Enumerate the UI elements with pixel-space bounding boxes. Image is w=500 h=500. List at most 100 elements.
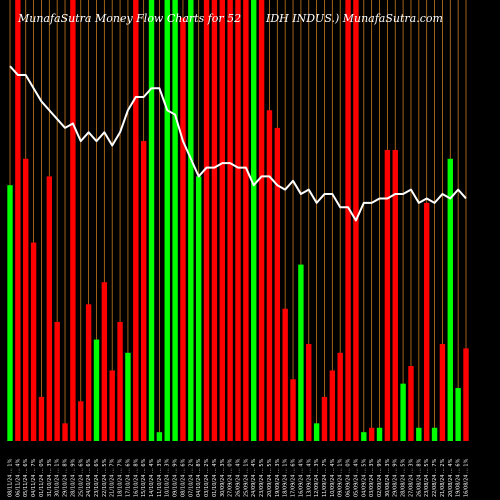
x-tick-label: 24/10/24 ... 6% (86, 458, 92, 497)
chart-title-left: MunafaSutra Money Flow Charts for 52 (18, 12, 242, 25)
x-tick-label: 05/11/24 ... 6% (23, 458, 29, 497)
bar (431, 427, 438, 441)
x-tick-label: 16/08/24 ... 1% (464, 458, 470, 497)
x-tick-label: 03/10/24 ... 2% (204, 458, 210, 497)
bar (290, 379, 296, 441)
x-tick-label: 19/09/24 ... 3% (275, 458, 281, 497)
bar (23, 158, 29, 441)
x-tick-label: 01/10/24 ... 4% (212, 458, 218, 497)
bar (211, 0, 218, 441)
bar (400, 383, 406, 441)
x-tick-label: 01/11/24 ... 0% (39, 458, 45, 497)
x-tick-label: 22/10/24 ... 5% (102, 458, 108, 497)
bar (463, 348, 469, 441)
x-tick-label: 28/08/24 ... 5% (401, 458, 407, 497)
x-tick-label: 21/10/24 ... 7% (110, 458, 116, 497)
bar (133, 0, 139, 441)
x-tick-label: 11/10/24 ... 3% (157, 458, 163, 497)
x-tick-label: 26/08/24 ... 8% (416, 458, 422, 497)
x-tick-label: 30/10/24 ... 1% (55, 458, 61, 497)
bar (101, 282, 108, 441)
money-flow-line (9, 65, 467, 222)
bar (321, 396, 328, 441)
bar (38, 396, 45, 441)
bar (93, 339, 100, 441)
bar (392, 149, 398, 441)
x-tick-label: 06/09/24 ... 0% (346, 458, 352, 497)
bar (235, 0, 241, 441)
bar (7, 185, 13, 441)
bar (180, 17, 186, 441)
x-tick-label: 29/10/24 ... 8% (63, 458, 69, 497)
x-tick-label: 04/11/24 ... 7% (31, 458, 37, 497)
bar (203, 0, 210, 441)
x-tick-label: 17/10/24 ... 6% (125, 458, 131, 497)
bar (337, 352, 343, 441)
x-tick-label: 24/09/24 ... 4% (251, 458, 257, 497)
x-tick-label: 11/09/24 ... 7% (322, 458, 328, 497)
x-tick-label: 10/10/24 ... 3% (165, 458, 171, 497)
bar (109, 370, 115, 441)
bar (266, 110, 273, 441)
x-tick-label: 23/08/24 ... 5% (424, 458, 430, 497)
bar (298, 264, 304, 441)
bar (455, 388, 461, 441)
bar (416, 427, 422, 441)
x-tick-label: 30/08/24 ... 3% (385, 458, 391, 497)
x-tick-label: 30/09/24 ... 3% (220, 458, 226, 497)
x-tick-label: 07/10/24 ... 2% (188, 458, 194, 497)
bar (345, 0, 351, 441)
bar (384, 149, 391, 441)
bar (361, 432, 367, 441)
x-tick-label: 21/08/24 ... 2% (440, 458, 446, 497)
bar (62, 423, 68, 441)
x-tick-label: 10/09/24 ... 4% (330, 458, 336, 497)
x-tick-label: 18/09/24 ... 1% (283, 458, 289, 497)
bar (15, 0, 21, 441)
x-tick-label: 16/09/24 ... 4% (298, 458, 304, 497)
bar (306, 343, 312, 441)
bar (70, 0, 76, 441)
bar (140, 141, 147, 441)
bar (46, 176, 53, 441)
x-tick-label: 27/09/24 ... 0% (228, 458, 234, 497)
bar (172, 0, 178, 441)
x-tick-label: 13/09/24 ... 4% (306, 458, 312, 497)
bar (376, 427, 383, 441)
bar (188, 0, 194, 441)
bar (85, 304, 92, 441)
x-tick-label: 23/10/24 ... 6% (94, 458, 100, 497)
line-series (9, 65, 467, 222)
bar (219, 0, 225, 441)
x-tick-label: 04/10/24 ... 8% (196, 458, 202, 497)
bar (251, 0, 257, 441)
x-tick-label: 03/09/24 ... 3% (369, 458, 375, 497)
bar (195, 176, 202, 441)
bar (258, 0, 265, 441)
x-tick-label: 28/10/24 ... 9% (70, 458, 76, 497)
x-tick-label: 08/11/24 ... 1% (8, 458, 14, 497)
x-tick-label: 26/09/24 ... 4% (236, 458, 242, 497)
bars (7, 0, 469, 441)
x-tick-label: 15/10/24 ... 6% (141, 458, 147, 497)
bar (408, 366, 414, 441)
x-tick-label: 19/08/24 ... 6% (456, 458, 462, 497)
bar (78, 401, 84, 441)
x-tick-label: 18/10/24 ... 7% (118, 458, 124, 497)
x-tick-label: 04/09/24 ... 5% (361, 458, 367, 497)
x-tick-label: 20/09/24 ... 5% (267, 458, 273, 497)
bar (117, 321, 123, 441)
x-tick-labels: 08/11/24 ... 1% 06/11/24 ... 4% 05/11/24 .… (8, 458, 470, 497)
bar (313, 423, 320, 441)
x-tick-label: 23/09/24 ... 5% (259, 458, 265, 497)
bar (447, 158, 453, 441)
bar (156, 432, 163, 441)
bar (329, 370, 336, 441)
bar (227, 0, 233, 441)
bar (439, 343, 446, 441)
bar (282, 308, 288, 441)
x-tick-label: 17/09/24 ... 6% (291, 458, 297, 497)
x-tick-label: 02/09/24 ... 9% (377, 458, 383, 497)
